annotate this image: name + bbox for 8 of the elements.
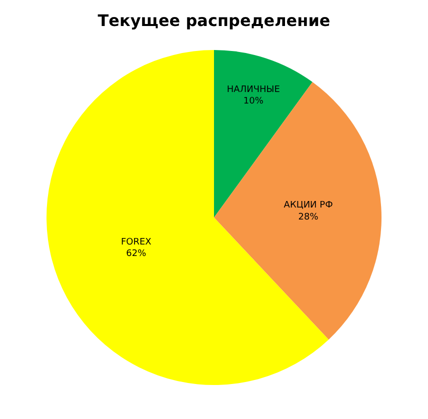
chart-title: Текущее распределение — [98, 10, 330, 30]
slice-label: НАЛИЧНЫЕ — [226, 84, 280, 95]
pie-slice — [214, 82, 382, 340]
data-label: 28% — [298, 212, 319, 222]
data-label: 10% — [243, 96, 264, 107]
slice-label: FOREX — [120, 237, 152, 248]
data-label: 62% — [126, 249, 147, 260]
slice-label: АКЦИИ РФ — [284, 200, 334, 211]
